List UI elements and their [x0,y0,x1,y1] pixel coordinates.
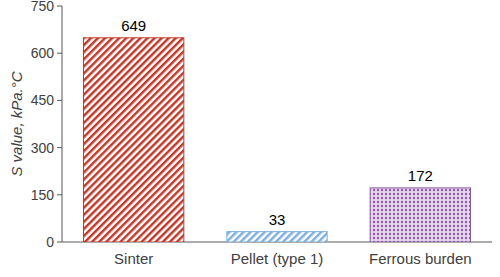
y-ticks: 0 150 300 450 600 750 [31,0,62,250]
chart-svg: 0 150 300 450 600 750 S value, kPa.°C 649 Sinter… [0,0,500,277]
y-tick-label: 750 [31,0,55,14]
y-tick [57,53,62,54]
y-tick-label: 0 [46,234,54,250]
y-tick-label: 150 [31,187,55,203]
bar [227,232,327,242]
data-label: 649 [121,17,146,34]
data-label: 33 [269,211,286,228]
y-tick-label: 600 [31,45,55,61]
y-axis-title: S value, kPa.°C [8,71,25,176]
y-tick-label: 450 [31,92,55,108]
labels: 649 Sinter 33 Pellet (type 1) 172 Ferrous bur… [114,17,472,267]
bar [370,188,470,242]
bars [84,38,471,242]
y-tick [57,100,62,101]
y-tick-label: 300 [31,140,55,156]
x-tick-label: Pellet (type 1) [231,250,324,267]
y-tick [57,147,62,148]
x-tick-label: Ferrous burden [369,250,472,267]
y-axis-line [62,6,63,242]
chart-container: 0 150 300 450 600 750 S value, kPa.°C 649 Sinter… [0,0,500,277]
y-tick [57,6,62,7]
x-tick-label: Sinter [114,250,153,267]
bar [84,38,184,242]
y-tick [57,194,62,195]
y-tick [57,242,62,243]
data-label: 172 [408,167,433,184]
